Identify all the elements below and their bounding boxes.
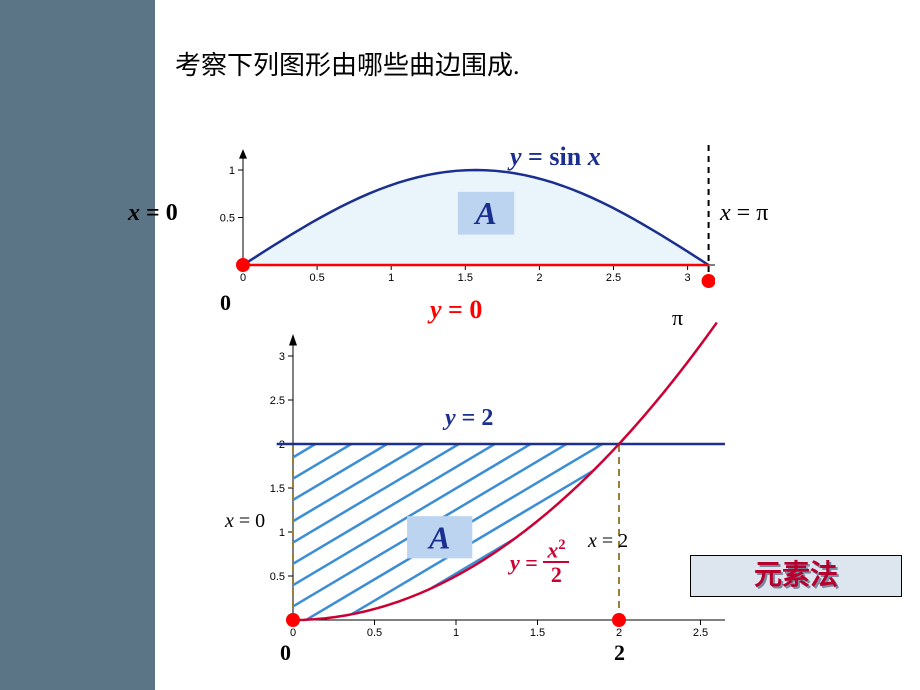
chart2-curve-label: y = x22 (510, 540, 569, 590)
tick-label: 2 (616, 627, 622, 639)
tick-label: 0 (240, 272, 246, 284)
chart1-pi-label: π (672, 305, 683, 331)
chart2-two-label: 2 (614, 640, 625, 666)
tick-label: 2.5 (606, 272, 621, 284)
chart1-origin-label: 0 (220, 290, 231, 316)
chart1-dot (702, 274, 715, 288)
chart2-region-label: A (427, 519, 450, 555)
tick-label: 1.5 (270, 483, 285, 495)
chart1-dot (236, 258, 250, 272)
tick-label: 3 (685, 272, 691, 284)
tick-label: 1.5 (458, 272, 473, 284)
chart2-hatching (245, 320, 725, 660)
chart1-y0-label: y = 0 (430, 295, 482, 325)
page-title: 考察下列图形由哪些曲边围成. (175, 45, 520, 82)
chart1: 0 0.5 1 1.5 2 2.5 3 0.5 1 A (195, 140, 715, 305)
chart2-x2-label: x = 2 (588, 530, 628, 553)
tick-label: 0.5 (220, 213, 235, 225)
arrowhead-icon (239, 149, 247, 159)
tick-label: 1 (388, 272, 394, 284)
tick-label: 3 (279, 351, 285, 363)
chart2-dot (286, 613, 300, 627)
chart1-curve-label: y = sin x (510, 142, 601, 172)
footer-text: 元素法 (754, 560, 838, 591)
tick-label: 0.5 (309, 272, 324, 284)
chart2-hline-label: y = 2 (445, 405, 493, 432)
tick-label: 1 (279, 527, 285, 539)
tick-label: 0.5 (367, 627, 382, 639)
chart2: 00.511.522.50.511.522.53A (245, 320, 725, 660)
chart1-xpi-label: x = π (720, 200, 768, 227)
tick-label: 1.5 (530, 627, 545, 639)
tick-label: 2.5 (270, 395, 285, 407)
chart2-parabola (293, 323, 717, 620)
chart2-dot (612, 613, 626, 627)
tick-label: 0.5 (270, 571, 285, 583)
chart2-x0-label: x = 0 (225, 510, 265, 533)
arrowhead-icon (289, 334, 297, 345)
tick-label: 2 (536, 272, 542, 284)
bg-side-strip (0, 0, 155, 690)
footer-box: 元素法 元素法 (690, 555, 902, 597)
slide-root: 考察下列图形由哪些曲边围成. 0 0.5 1 1.5 2 2.5 3 0.5 1 A 0 0.5 1 1… (0, 0, 920, 690)
tick-label: 1 (229, 165, 235, 177)
tick-label: 0 (290, 627, 296, 639)
tick-label: 1 (453, 627, 459, 639)
chart1-region-label: A (473, 195, 496, 231)
chart2-origin-label: 0 (280, 640, 291, 666)
tick-label: 2.5 (693, 627, 708, 639)
chart1-x0-label: x = 0 (128, 200, 178, 227)
